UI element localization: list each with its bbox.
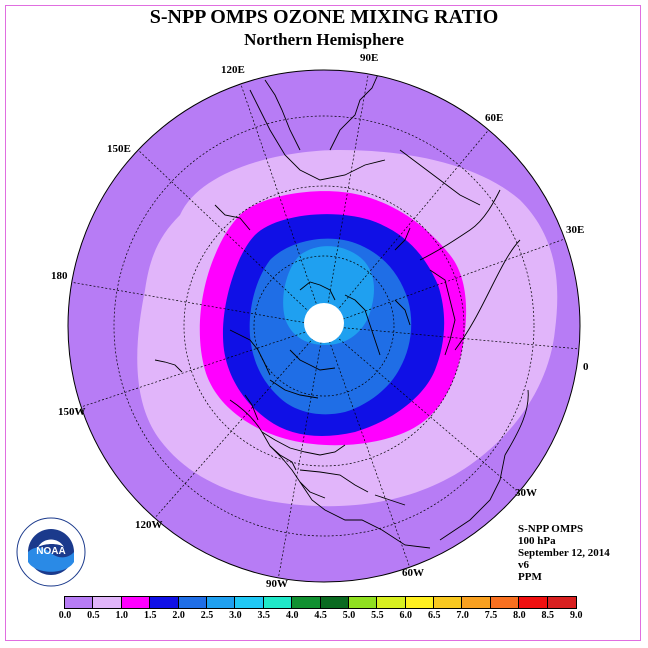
color-bar-swatch <box>65 597 94 608</box>
lon-label-60w: 60W <box>402 567 424 579</box>
noaa-logo-text: NOAA <box>36 546 65 557</box>
color-bar-swatch <box>292 597 321 608</box>
chart-title: S-NPP OMPS OZONE MIXING RATIO <box>149 6 499 28</box>
color-bar-swatch <box>320 597 349 608</box>
polar-night-no-data <box>304 303 344 343</box>
color-bar-swatch <box>462 597 491 608</box>
color-bar-tick-label: 7.5 <box>484 610 498 621</box>
color-bar-tick-label: 6.0 <box>399 610 413 621</box>
color-bar-tick-label: 6.5 <box>427 610 441 621</box>
figure-frame <box>5 5 641 641</box>
color-bar <box>64 596 578 609</box>
color-bar-tick-label: 2.5 <box>200 610 214 621</box>
info-block: S-NPP OMPS 100 hPa September 12, 2014 v6… <box>518 523 610 583</box>
color-bar-swatch <box>405 597 435 608</box>
lon-label-30w: 30W <box>515 487 537 499</box>
color-bar-swatch <box>93 597 122 608</box>
chart-subtitle: Northern Hemisphere <box>244 30 404 49</box>
graticule <box>69 70 580 581</box>
lon-label-0: 0 <box>583 361 589 373</box>
color-bar-tick-label: 0.5 <box>87 610 100 621</box>
color-bar-tick-label: 2.0 <box>172 610 185 621</box>
color-bar-swatch <box>178 597 207 608</box>
color-bar-tick-label: 8.5 <box>541 610 555 621</box>
color-bar-tick-label: 5.0 <box>342 610 356 621</box>
color-bar-swatch <box>263 597 293 608</box>
info-date: September 12, 2014 <box>518 547 610 559</box>
color-bar-tick-label: 3.0 <box>229 610 242 621</box>
color-bar-tick-label: 4.0 <box>285 610 299 621</box>
color-bar-tick-label: 3.5 <box>257 610 271 621</box>
color-bar-tick-label: 7.0 <box>456 610 469 621</box>
color-bar-swatch <box>121 597 151 608</box>
color-bar-swatch <box>348 597 378 608</box>
lon-label-150e: 150E <box>107 143 131 155</box>
lon-label-120w: 120W <box>135 519 163 531</box>
globe-outline <box>67 69 581 583</box>
color-bar-swatch <box>547 597 577 608</box>
noaa-logo: NOAA <box>16 517 86 587</box>
color-bar-tick-label: 5.5 <box>371 610 384 621</box>
color-bar-swatch <box>235 597 264 608</box>
lon-label-90w: 90W <box>266 578 288 590</box>
info-pressure: 100 hPa <box>518 535 556 547</box>
color-bar-tick-label: 1.5 <box>143 610 157 621</box>
info-instrument: S-NPP OMPS <box>518 523 584 535</box>
lon-label-180: 180 <box>51 270 68 282</box>
color-bar-tick-label: 8.0 <box>513 610 526 621</box>
color-bar-swatch <box>150 597 179 608</box>
lon-label-30e: 30E <box>566 224 584 236</box>
color-bar-tick-label: 9.0 <box>569 610 583 621</box>
color-bar-tick-label: 0.0 <box>58 610 72 621</box>
lon-label-150w: 150W <box>58 406 86 418</box>
color-bar-swatch <box>377 597 406 608</box>
lon-label-120e: 120E <box>221 64 245 76</box>
color-bar-tick-label: 4.5 <box>314 610 327 621</box>
color-bar-swatch <box>206 597 236 608</box>
info-version: v6 <box>518 559 529 571</box>
info-units: PPM <box>518 571 542 583</box>
color-bar-tick-label: 1.0 <box>115 610 129 621</box>
color-bar-swatch <box>434 597 463 608</box>
color-bar-swatch <box>519 597 548 608</box>
lon-label-90e: 90E <box>360 52 378 64</box>
lon-label-60e: 60E <box>485 112 503 124</box>
color-bar-swatch <box>490 597 520 608</box>
ozone-field <box>68 70 580 582</box>
